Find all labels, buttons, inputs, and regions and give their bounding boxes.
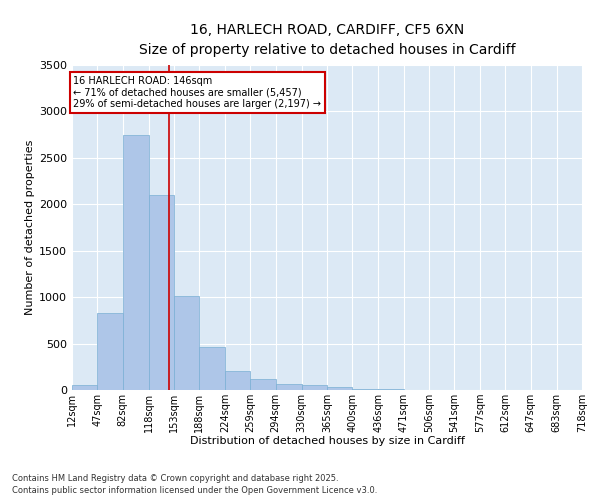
Bar bbox=[302, 386, 327, 390]
Bar bbox=[276, 384, 302, 390]
Bar bbox=[72, 386, 97, 390]
Title: 16, HARLECH ROAD, CARDIFF, CF5 6XN
Size of property relative to detached houses : 16, HARLECH ROAD, CARDIFF, CF5 6XN Size … bbox=[139, 24, 515, 57]
Bar bbox=[199, 348, 225, 390]
Bar bbox=[174, 296, 199, 390]
Bar bbox=[225, 372, 250, 390]
Bar bbox=[149, 195, 174, 390]
Bar bbox=[122, 134, 149, 390]
Bar bbox=[352, 389, 378, 390]
Text: 16 HARLECH ROAD: 146sqm
← 71% of detached houses are smaller (5,457)
29% of semi: 16 HARLECH ROAD: 146sqm ← 71% of detache… bbox=[73, 76, 322, 110]
Text: Contains HM Land Registry data © Crown copyright and database right 2025.
Contai: Contains HM Land Registry data © Crown c… bbox=[12, 474, 377, 495]
Bar bbox=[97, 313, 122, 390]
X-axis label: Distribution of detached houses by size in Cardiff: Distribution of detached houses by size … bbox=[190, 436, 464, 446]
Y-axis label: Number of detached properties: Number of detached properties bbox=[25, 140, 35, 315]
Bar bbox=[327, 387, 352, 390]
Bar bbox=[250, 379, 276, 390]
